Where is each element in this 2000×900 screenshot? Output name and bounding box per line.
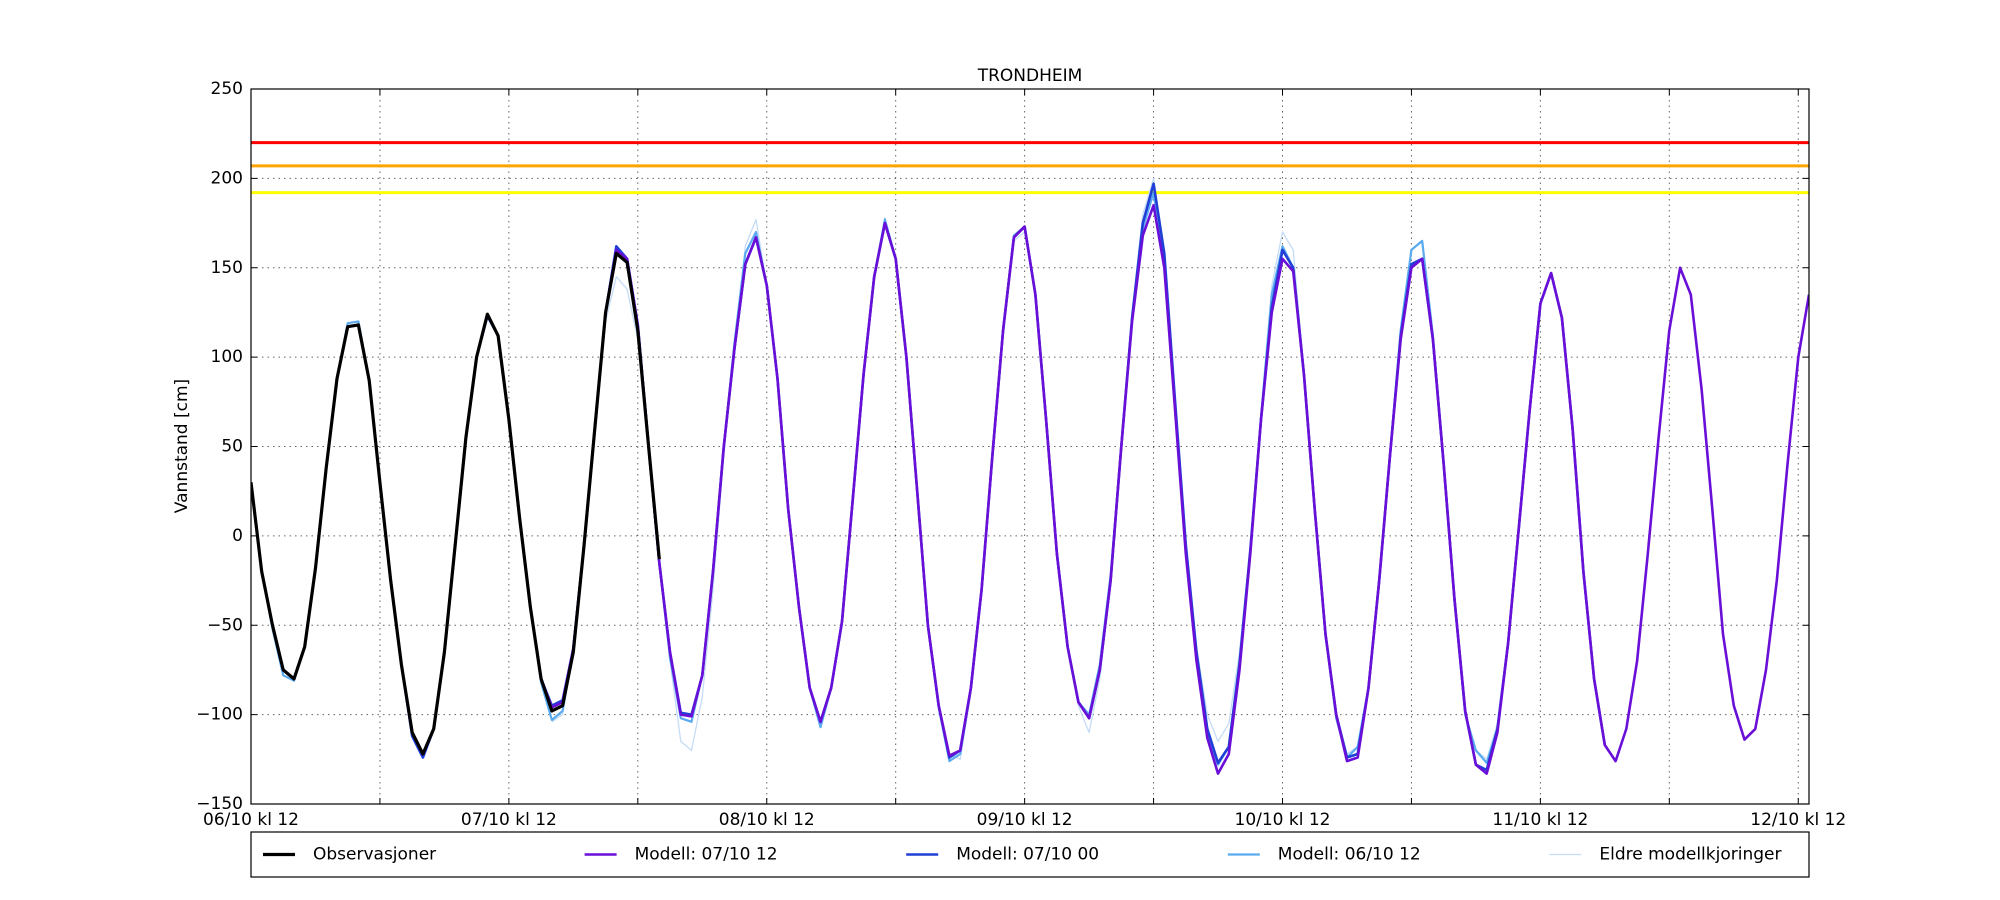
x-tick-label: 08/10 kl 12 bbox=[719, 810, 815, 830]
y-tick-label: −150 bbox=[196, 794, 243, 814]
legend-label: Modell: 07/10 00 bbox=[956, 845, 1099, 865]
y-tick-label: 50 bbox=[221, 437, 243, 457]
x-tick-label: 09/10 kl 12 bbox=[977, 810, 1073, 830]
series-line bbox=[507, 203, 1809, 775]
legend-label: Modell: 07/10 12 bbox=[635, 845, 778, 865]
chart-title: TRONDHEIM bbox=[977, 66, 1083, 86]
y-axis-label: Vannstand [cm] bbox=[172, 379, 192, 513]
x-tick-label: 07/10 kl 12 bbox=[461, 810, 557, 830]
plot-frame bbox=[250, 88, 1810, 805]
legend-label: Modell: 06/10 12 bbox=[1278, 845, 1421, 865]
x-tick-label: 06/10 kl 12 bbox=[203, 810, 299, 830]
legend-box bbox=[250, 831, 1810, 878]
y-tick-label: 250 bbox=[211, 79, 243, 99]
x-tick-label: 11/10 kl 12 bbox=[1492, 810, 1588, 830]
y-tick-label: −100 bbox=[196, 705, 243, 725]
legend-label: Observasjoner bbox=[313, 845, 436, 865]
x-tick-label: 10/10 kl 12 bbox=[1235, 810, 1331, 830]
y-tick-label: 100 bbox=[211, 347, 243, 367]
series-line bbox=[251, 251, 661, 756]
x-tick-label: 12/10 kl 12 bbox=[1750, 810, 1846, 830]
y-tick-label: 0 bbox=[232, 526, 243, 546]
y-tick-label: −50 bbox=[207, 615, 243, 635]
y-tick-label: 150 bbox=[211, 258, 243, 278]
series-line bbox=[378, 182, 1607, 772]
legend-label: Eldre modellkjoringer bbox=[1599, 845, 1781, 865]
y-tick-label: 200 bbox=[211, 168, 243, 188]
